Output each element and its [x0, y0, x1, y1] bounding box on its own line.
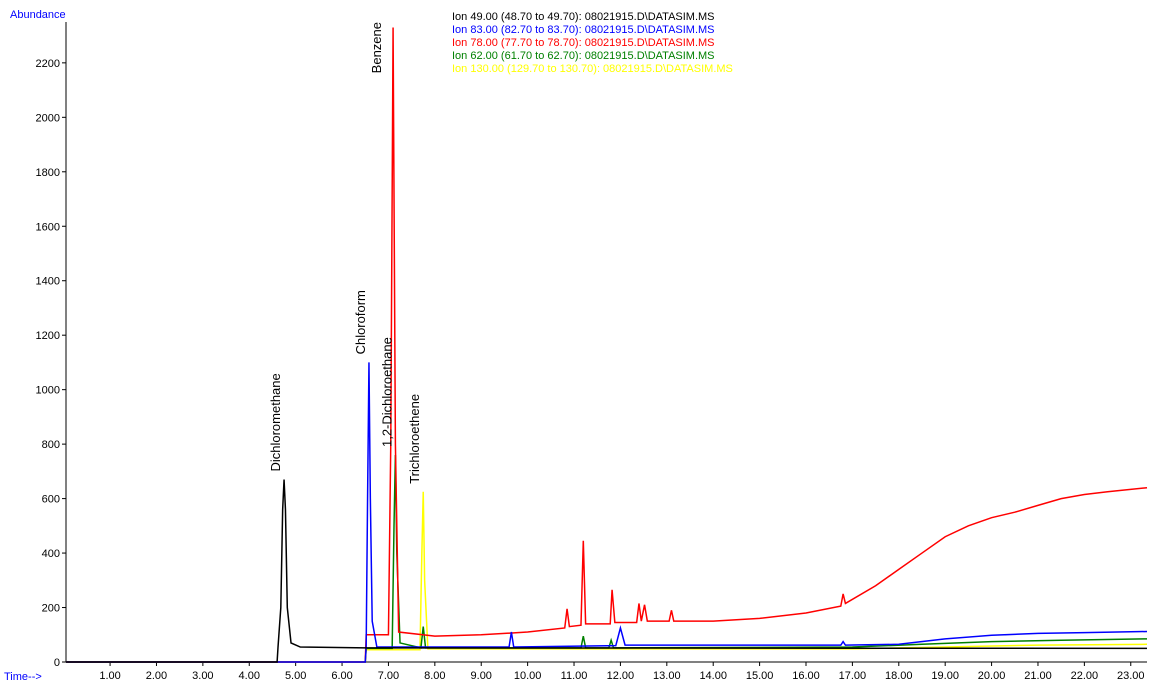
- peak-label: Dichloromethane: [268, 373, 283, 471]
- peak-label: 1,2-Dichloroethane: [379, 337, 394, 447]
- y-tick-label: 0: [54, 657, 60, 669]
- x-tick-label: 20.00: [978, 670, 1006, 682]
- x-tick-label: 6.00: [331, 670, 352, 682]
- y-tick-label: 1600: [36, 221, 60, 233]
- x-tick-label: 16.00: [792, 670, 820, 682]
- x-tick-label: 21.00: [1024, 670, 1052, 682]
- x-tick-label: 10.00: [514, 670, 542, 682]
- x-tick-label: 9.00: [471, 670, 492, 682]
- x-tick-label: 2.00: [146, 670, 167, 682]
- x-tick-label: 3.00: [192, 670, 213, 682]
- x-tick-label: 5.00: [285, 670, 306, 682]
- y-tick-label: 2200: [36, 58, 60, 70]
- x-tick-label: 13.00: [653, 670, 681, 682]
- legend-entry: Ion 83.00 (82.70 to 83.70): 08021915.D\D…: [452, 24, 715, 36]
- x-tick-label: 18.00: [885, 670, 913, 682]
- y-tick-label: 1200: [36, 330, 60, 342]
- y-tick-label: 1000: [36, 385, 60, 397]
- x-tick-label: 7.00: [378, 670, 399, 682]
- legend-entry: Ion 78.00 (77.70 to 78.70): 08021915.D\D…: [452, 37, 715, 49]
- y-tick-label: 2000: [36, 112, 60, 124]
- x-tick-label: 4.00: [239, 670, 260, 682]
- peak-label: Benzene: [369, 22, 384, 73]
- series-line: [66, 479, 1148, 663]
- x-axis-label: Time-->: [4, 671, 42, 683]
- legend-entry: Ion 62.00 (61.70 to 62.70): 08021915.D\D…: [452, 50, 715, 62]
- y-axis-label: Abundance: [10, 9, 66, 21]
- x-tick-label: 1.00: [99, 670, 120, 682]
- x-tick-label: 8.00: [424, 670, 445, 682]
- series-line: [66, 362, 1148, 663]
- x-tick-label: 23.00: [1117, 670, 1145, 682]
- x-tick-label: 19.00: [931, 670, 959, 682]
- peak-label: Chloroform: [353, 290, 368, 354]
- y-tick-label: 1400: [36, 276, 60, 288]
- y-tick-label: 600: [42, 494, 60, 506]
- x-tick-label: 15.00: [746, 670, 774, 682]
- x-tick-label: 17.00: [839, 670, 867, 682]
- series-line: [66, 455, 1148, 663]
- legend-entry: Ion 130.00 (129.70 to 130.70): 08021915.…: [452, 63, 733, 75]
- legend-entry: Ion 49.00 (48.70 to 49.70): 08021915.D\D…: [452, 11, 715, 23]
- x-tick-label: 14.00: [699, 670, 727, 682]
- peak-label: Trichloroethene: [407, 394, 422, 484]
- series-line: [66, 27, 1148, 663]
- x-tick-label: 11.00: [561, 670, 588, 682]
- y-tick-label: 800: [42, 439, 60, 451]
- y-tick-label: 200: [42, 603, 60, 615]
- x-tick-label: 22.00: [1071, 670, 1099, 682]
- x-tick-label: 12.00: [607, 670, 635, 682]
- y-tick-label: 400: [42, 548, 60, 560]
- y-tick-label: 1800: [36, 167, 60, 179]
